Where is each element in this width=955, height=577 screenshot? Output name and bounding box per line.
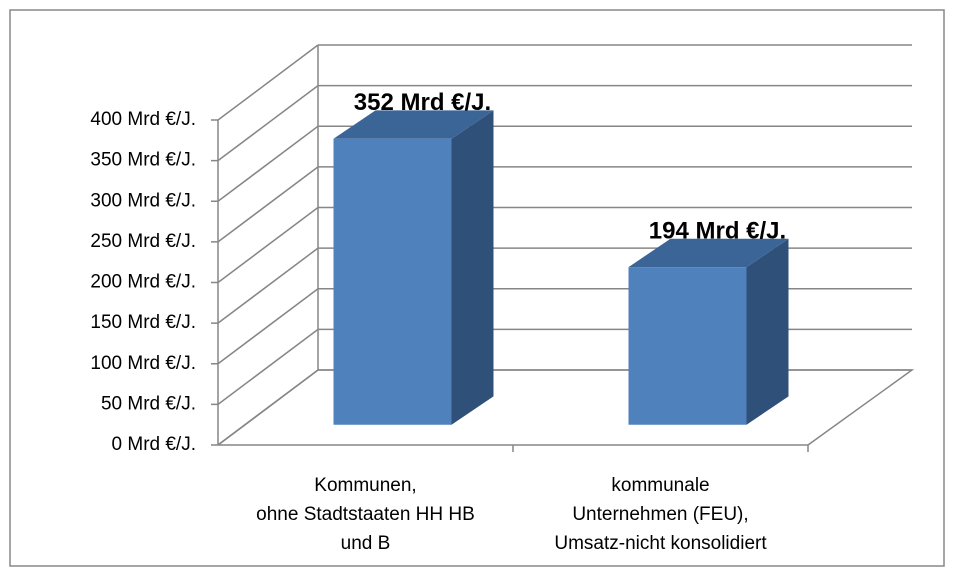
x-tick-label: Kommunen, ohne Stadtstaaten HH HB und B	[256, 475, 475, 554]
bar	[628, 267, 747, 425]
y-tick-label: 400 Mrd €/J.	[90, 109, 196, 130]
grid-line	[217, 44, 319, 121]
y-tick-label: 50 Mrd €/J.	[101, 393, 196, 414]
grid-line	[217, 369, 319, 446]
grid-line	[217, 247, 319, 324]
grid-line	[217, 206, 319, 284]
y-tick-label: 150 Mrd €/J.	[90, 312, 196, 333]
grid-line	[217, 288, 319, 365]
bar-side	[451, 110, 494, 425]
bar	[333, 138, 452, 425]
y-tick-label: 250 Mrd €/J.	[90, 231, 196, 252]
bar-top	[333, 110, 494, 139]
y-tick-label: 350 Mrd €/J.	[90, 150, 196, 171]
y-tick-label: 0 Mrd €/J.	[112, 434, 196, 455]
bar-top	[628, 238, 789, 268]
grid-line	[217, 328, 319, 405]
y-tick-label: 200 Mrd €/J.	[90, 272, 196, 293]
grid-line	[217, 166, 319, 243]
value-label: 352 Mrd €/J.	[354, 89, 491, 116]
y-tick-label: 300 Mrd €/J.	[90, 190, 196, 211]
x-tick-label: kommunale Unternehmen (FEU), Umsatz-nich…	[554, 475, 767, 554]
bar-side	[746, 238, 789, 425]
grid-line	[217, 125, 319, 202]
grid-line	[217, 85, 319, 162]
y-tick-label: 100 Mrd €/J.	[90, 353, 196, 374]
value-label: 194 Mrd €/J.	[649, 217, 786, 244]
